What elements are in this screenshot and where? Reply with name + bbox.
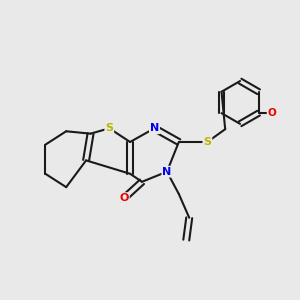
Text: O: O [268, 108, 276, 118]
Text: O: O [119, 193, 129, 203]
Text: N: N [150, 123, 159, 133]
Text: S: S [105, 123, 113, 133]
Text: S: S [203, 137, 211, 147]
Text: N: N [162, 167, 172, 177]
